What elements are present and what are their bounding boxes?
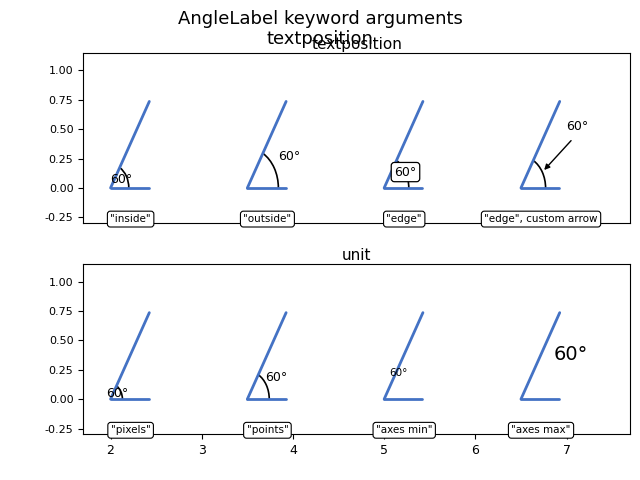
Text: "points": "points": [246, 425, 288, 435]
Text: "axes min": "axes min": [376, 425, 433, 435]
Text: "pixels": "pixels": [111, 425, 150, 435]
Text: 60°: 60°: [554, 345, 588, 364]
Text: 60°: 60°: [566, 120, 589, 133]
Text: "axes max": "axes max": [511, 425, 571, 435]
Text: AngleLabel keyword arguments
textposition: AngleLabel keyword arguments textpositio…: [177, 10, 463, 48]
Text: 60°: 60°: [111, 173, 132, 186]
Title: textposition: textposition: [312, 36, 402, 52]
Text: "inside": "inside": [110, 214, 151, 224]
Text: 60°: 60°: [107, 387, 129, 400]
Text: 60°: 60°: [265, 372, 287, 384]
Text: 60°: 60°: [278, 150, 300, 164]
Text: 60°: 60°: [394, 166, 417, 179]
Text: "edge", custom arrow: "edge", custom arrow: [484, 214, 598, 224]
Text: 60°: 60°: [390, 368, 408, 378]
Text: "outside": "outside": [243, 214, 291, 224]
Title: unit: unit: [342, 248, 372, 263]
Text: "edge": "edge": [387, 214, 422, 224]
